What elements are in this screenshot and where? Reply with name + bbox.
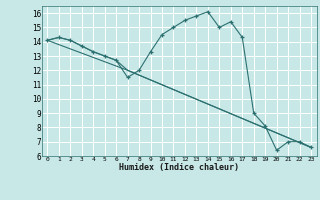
- X-axis label: Humidex (Indice chaleur): Humidex (Indice chaleur): [119, 163, 239, 172]
